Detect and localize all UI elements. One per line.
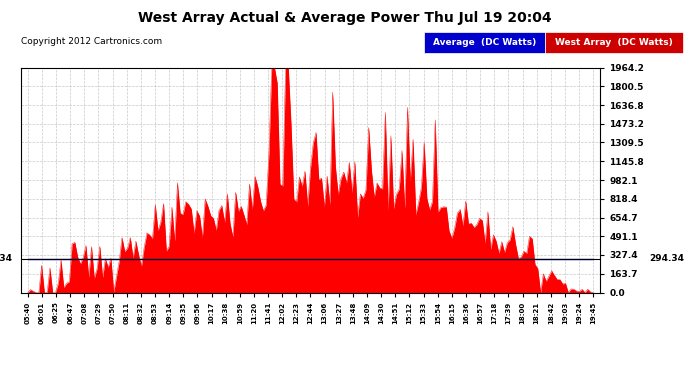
Text: 294.34: 294.34 <box>0 254 12 263</box>
Text: West Array Actual & Average Power Thu Jul 19 20:04: West Array Actual & Average Power Thu Ju… <box>138 11 552 25</box>
Text: Average  (DC Watts): Average (DC Watts) <box>433 38 536 47</box>
Text: West Array  (DC Watts): West Array (DC Watts) <box>555 38 673 47</box>
Text: 294.34: 294.34 <box>649 254 684 263</box>
Text: Copyright 2012 Cartronics.com: Copyright 2012 Cartronics.com <box>21 38 162 46</box>
